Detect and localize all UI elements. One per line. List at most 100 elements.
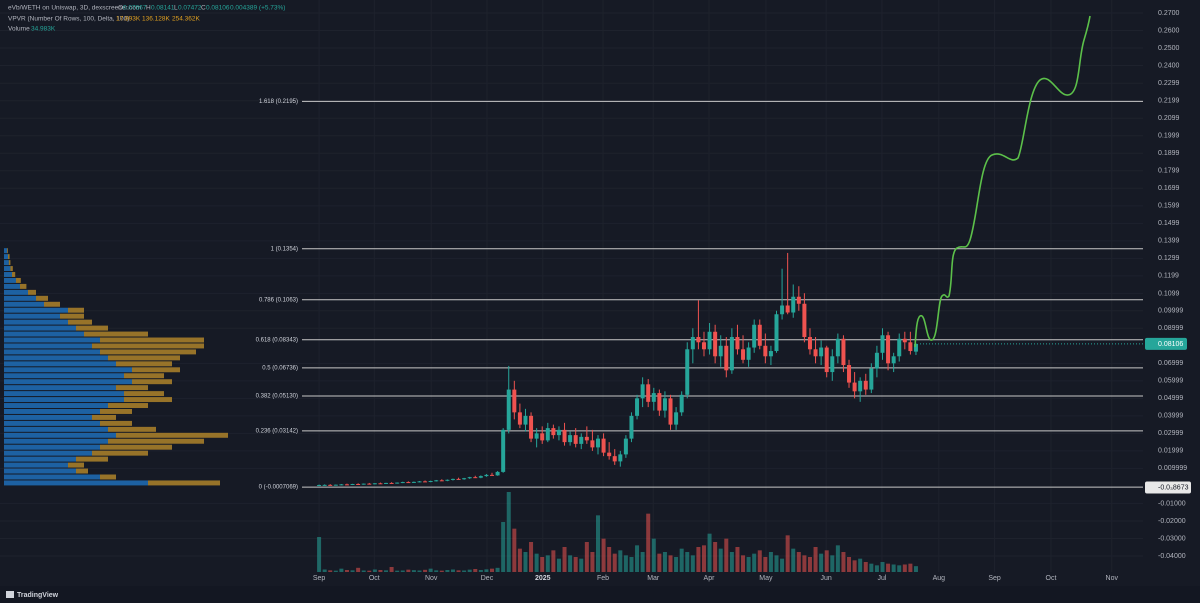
candle-body xyxy=(501,429,506,472)
profile-down xyxy=(92,414,116,420)
volume-bar xyxy=(768,552,773,572)
profile-down xyxy=(108,403,148,408)
volume-bar xyxy=(757,550,762,572)
volume-pane xyxy=(317,492,918,572)
profile-down xyxy=(12,272,16,277)
candle-body xyxy=(774,314,779,352)
profile-up xyxy=(4,254,8,260)
header: eVb/WETH on Uniswap, 3D, dexscreener.com… xyxy=(8,5,285,33)
volume-bar xyxy=(434,570,439,572)
profile-down xyxy=(76,468,88,474)
volume-bar xyxy=(462,570,467,572)
profile-down xyxy=(108,438,204,444)
ohlc-key: H xyxy=(146,5,151,12)
y-tick-label: 0.2500 xyxy=(1158,45,1180,52)
candle-body xyxy=(763,345,768,357)
volume-bar xyxy=(384,570,389,572)
candle-body xyxy=(367,483,372,485)
last-price-tag xyxy=(1145,337,1187,350)
profile-up xyxy=(4,343,92,349)
profile-down xyxy=(116,361,172,367)
volume-bar xyxy=(729,552,734,572)
volume-bar xyxy=(707,533,712,572)
volume-profile xyxy=(4,248,228,486)
y-tick-label: 0.1799 xyxy=(1158,168,1180,175)
ohlc-value: 0.07667 xyxy=(123,5,147,12)
candle-body xyxy=(612,456,617,462)
volume-bar xyxy=(690,555,695,572)
volume-bar xyxy=(389,567,394,572)
volume-bar xyxy=(841,552,846,572)
candle-body xyxy=(540,433,545,441)
candle-body xyxy=(791,296,796,313)
profile-up xyxy=(4,349,100,355)
candle-body xyxy=(556,429,561,436)
profile-down xyxy=(148,480,220,486)
candle-body xyxy=(568,435,573,443)
candle-body xyxy=(450,478,455,480)
footer xyxy=(0,586,1200,603)
last-price-label: 0.08106 xyxy=(1158,341,1183,348)
profile-up xyxy=(4,450,92,456)
volume-bar xyxy=(696,547,701,572)
volume-bar xyxy=(908,563,913,572)
volume-bar xyxy=(835,545,840,572)
profile-down xyxy=(84,331,148,337)
volume-bar xyxy=(428,568,433,572)
volume-title: Volume xyxy=(8,26,30,33)
candle-body xyxy=(484,474,489,477)
volume-bar xyxy=(780,558,785,572)
candle-body xyxy=(662,398,667,411)
y-tick-label: -0.04000 xyxy=(1158,553,1186,560)
y-tick-label: 0.2299 xyxy=(1158,80,1180,87)
candle-body xyxy=(713,331,718,357)
candle-body xyxy=(439,480,444,482)
volume-bar xyxy=(484,569,489,572)
x-tick-label: Oct xyxy=(369,575,380,582)
y-tick-label: 0.1199 xyxy=(1158,273,1179,280)
profile-down xyxy=(100,444,172,450)
profile-down xyxy=(7,248,8,254)
profile-down xyxy=(100,474,116,480)
volume-bar xyxy=(378,570,383,572)
candle-body xyxy=(517,412,522,425)
y-tick-label: -0.02000 xyxy=(1158,518,1186,525)
candle-body xyxy=(724,345,729,371)
candle-body xyxy=(863,380,868,390)
volume-bar xyxy=(456,570,461,572)
candle-body xyxy=(768,351,773,357)
profile-up xyxy=(4,266,11,272)
profile-down xyxy=(116,385,148,391)
candle-body xyxy=(701,342,706,350)
candle-body xyxy=(858,380,863,392)
y-tick-label: 0.08999 xyxy=(1158,325,1183,332)
axes: 0.2700 0.2600 0.2500 0.2400 0.2299 0.2199 0.20… xyxy=(313,10,1191,582)
candle-body xyxy=(584,436,589,441)
profile-up xyxy=(4,408,100,414)
volume-bar xyxy=(317,537,322,572)
profile-down xyxy=(92,450,148,456)
y-tick-label: 0.2700 xyxy=(1158,10,1180,17)
candle-body xyxy=(545,428,550,441)
candle-body xyxy=(690,337,695,350)
candle-body xyxy=(780,305,785,315)
volume-bar xyxy=(506,492,511,572)
volume-bar xyxy=(406,569,411,572)
profile-down xyxy=(68,307,84,313)
profile-down xyxy=(20,283,27,289)
candle-body xyxy=(718,345,723,357)
profile-down xyxy=(132,379,172,385)
y-tick-label: 0.2400 xyxy=(1158,62,1180,69)
volume-bar xyxy=(534,553,539,572)
volume-bar xyxy=(350,570,355,572)
candle-body xyxy=(785,305,790,313)
profile-up xyxy=(4,468,76,474)
fib-label: 0.786 (0.1063) xyxy=(259,297,298,303)
vpvr-value: 17.893K xyxy=(116,16,141,23)
y-tick-label: 0.1699 xyxy=(1158,185,1180,192)
candle-body xyxy=(534,433,539,439)
profile-down xyxy=(76,456,108,462)
profile-down xyxy=(8,260,11,266)
candle-body xyxy=(573,435,578,444)
x-tick-label: Sep xyxy=(988,575,1001,582)
